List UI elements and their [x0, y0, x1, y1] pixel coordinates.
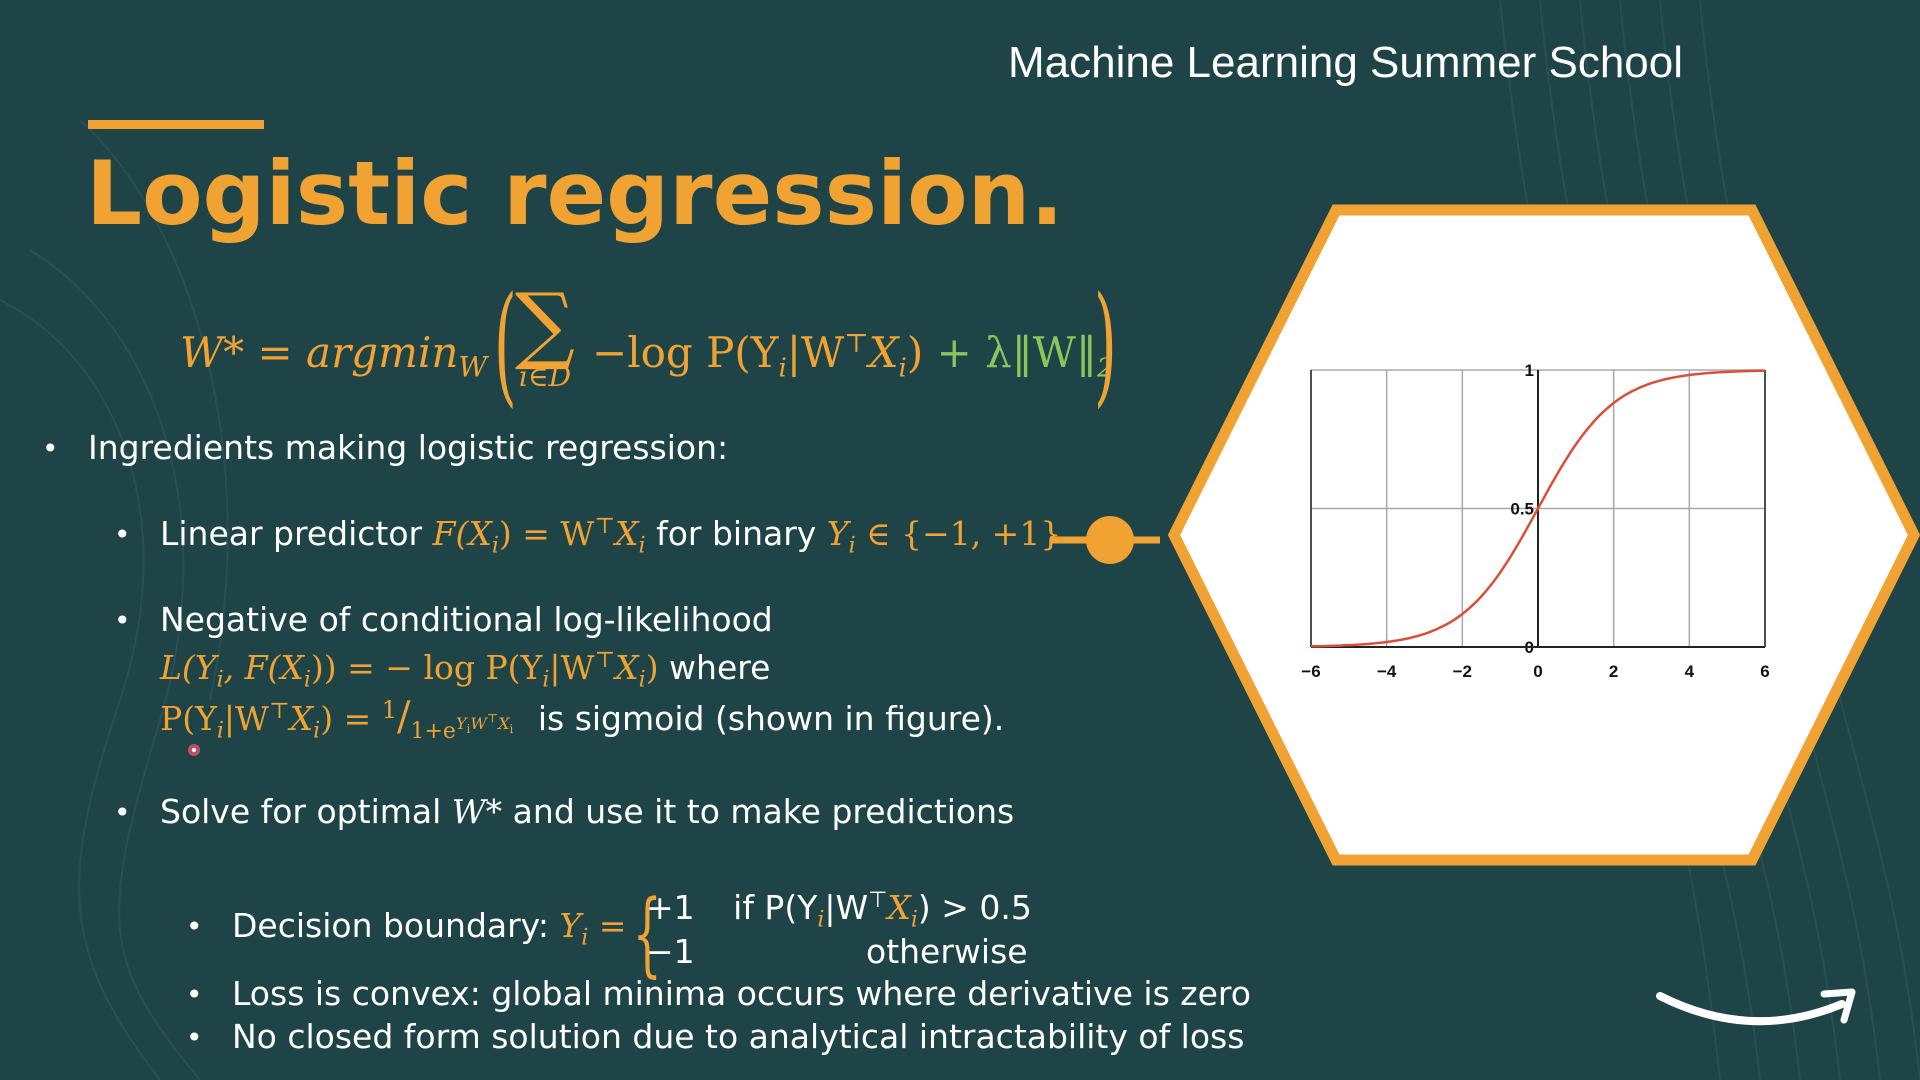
bullet-dot: • [114, 604, 131, 637]
case1-cond: if P(Y [733, 888, 818, 927]
x-tick-label: −6 [1301, 662, 1320, 681]
where-label: where [658, 648, 771, 687]
math-eq: = [588, 906, 627, 945]
bullet-dot: • [186, 910, 203, 943]
title-accent-bar [88, 120, 264, 129]
x-tick-label: 0 [1533, 662, 1542, 681]
formula-transpose: ⊤ [844, 329, 869, 359]
bullet-decision-boundary: Decision boundary: Yi = [232, 906, 627, 951]
case1-cond-b: |W [824, 888, 869, 927]
connector-pointer [1050, 516, 1160, 564]
math-close: ) [645, 648, 659, 687]
x-tick-label: 6 [1760, 662, 1769, 681]
formula-reg-sub: 2 [1096, 353, 1114, 384]
math-w: |W [549, 648, 595, 687]
math-p: P(Y [160, 699, 217, 738]
smile-arrow-logo-icon [1656, 988, 1856, 1026]
y-tick-label: 1 [1525, 361, 1534, 380]
math-eq-w: ) = W [498, 514, 595, 553]
math-pw: |W [223, 699, 269, 738]
frac-exp-y: Y [455, 714, 467, 734]
school-name: Machine Learning Summer School [1008, 38, 1684, 87]
math-transpose2: ⊤ [594, 648, 616, 673]
math-wstar: W* [451, 792, 503, 831]
red-cursor-dot-icon [188, 744, 200, 756]
math-set: ∈ {−1, +1} [855, 514, 1062, 553]
math-x: X [615, 514, 639, 553]
formula-term-i: i [778, 353, 787, 384]
formula-regularizer: + λ‖W‖ [936, 328, 1097, 377]
bullet-dot: • [114, 796, 131, 829]
for-binary-label: for binary [645, 514, 827, 553]
hexagon-frame [1167, 204, 1920, 866]
formula-right-paren: ) [1093, 268, 1117, 420]
sigmoid-chart: −6−4−2024600.51 [1301, 361, 1769, 681]
case1-cond-d: ) > 0.5 [917, 888, 1032, 927]
math-transpose: ⊤ [594, 514, 616, 539]
math-neglog: )) = − log P(Y [310, 648, 543, 687]
cases-brace: { [632, 880, 662, 987]
objective-formula: W* = argminW ( ∑ i∈D −log P(Yi|W⊤Xi) + λ… [180, 268, 1160, 422]
bullet-dot: • [186, 978, 203, 1011]
case2-value: −1 [646, 932, 695, 971]
case1-value: +1 [646, 888, 695, 927]
formula-term-rest: |W [786, 328, 845, 377]
formula-term-x-sub: i [898, 353, 907, 384]
slide-title: Logistic regression. [86, 142, 1064, 245]
bullet-solve: Solve for optimal W* and use it to make … [160, 792, 1014, 831]
sigmoid-definition: P(Yi|W⊤Xi) = 1/1+eYiW⊤Xi is sigmoid (sho… [160, 694, 1005, 744]
bullet-no-closed-form: No closed form solution due to analytica… [232, 1017, 1245, 1056]
sigmoid-note: is sigmoid (shown in figure). [537, 699, 1005, 738]
math-yi: Y [559, 906, 582, 945]
formula-term-close: ) [906, 328, 924, 377]
linear-predictor-label: Linear predictor [160, 514, 433, 553]
case-2: −1 otherwise [646, 932, 1028, 971]
math-fx: F(X [432, 514, 492, 553]
solve-post: and use it to make predictions [502, 792, 1015, 831]
formula-left-paren: ( [493, 268, 517, 420]
x-tick-label: 4 [1685, 662, 1695, 681]
formula-term: −log P(Y [592, 328, 779, 377]
bullet-neg-loglik: Negative of conditional log-likelihood [160, 600, 773, 639]
solve-label: Solve for optimal [160, 792, 452, 831]
frac-exp-x: X [498, 714, 510, 734]
case2-cond: otherwise [866, 932, 1028, 971]
bullet-dot: • [42, 432, 59, 465]
frac-exp-w: W [470, 714, 487, 734]
math-l: L(Y [160, 648, 217, 687]
math-fx2: , F(X [223, 648, 304, 687]
x-tick-label: −4 [1377, 662, 1397, 681]
decision-label: Decision boundary: [232, 906, 560, 945]
formula-term-x: X [868, 328, 899, 377]
math-transpose3: ⊤ [268, 699, 290, 724]
formula-sum-sub: i∈D [518, 360, 572, 393]
sigmoid-curve [1310, 369, 1766, 648]
math-px: X [289, 699, 314, 738]
bullet-linear-predictor: Linear predictor F(Xi) = W⊤Xi for binary… [160, 514, 1062, 559]
case-1: +1 if P(Yi|W⊤Xi) > 0.5 [646, 888, 1032, 933]
loss-definition: L(Yi, F(Xi)) = − log P(Yi|W⊤Xi) where [160, 648, 771, 693]
math-y: Y [826, 514, 849, 553]
frac-den: 1+e [410, 718, 456, 744]
math-x2: X [615, 648, 639, 687]
formula-lhs: W* = argmin [180, 328, 459, 377]
y-tick-label: 0.5 [1510, 500, 1534, 519]
math-peq: ) = [320, 699, 382, 738]
formula-sum: ∑ i∈D [510, 282, 580, 393]
bullet-convex: Loss is convex: global minima occurs whe… [232, 974, 1251, 1013]
case1-cond-c: X [887, 888, 911, 927]
bullet-ingredients: Ingredients making logistic regression: [88, 428, 729, 467]
formula-lhs-sub: W [458, 350, 488, 384]
bullet-dot: • [186, 1021, 203, 1054]
x-tick-label: 2 [1609, 662, 1618, 681]
bullet-dot: • [114, 518, 131, 551]
x-tick-label: −2 [1453, 662, 1472, 681]
frac-num: 1 [381, 696, 398, 724]
